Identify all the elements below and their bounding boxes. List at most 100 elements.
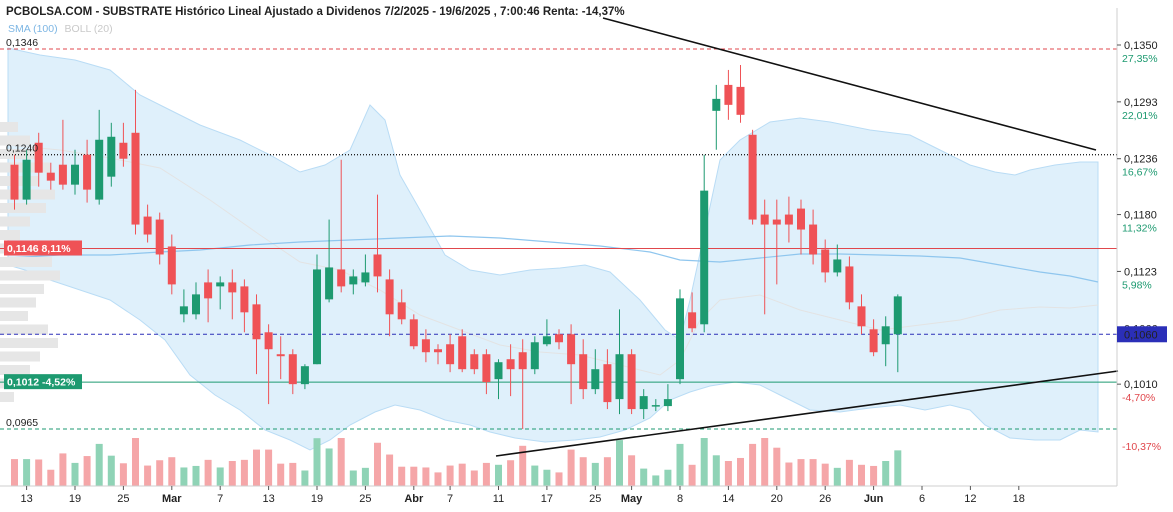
time-tick-label: 8	[677, 493, 683, 505]
candle-body	[797, 208, 805, 230]
candle-body	[373, 254, 382, 277]
volume-bar	[664, 469, 672, 486]
candle-body	[724, 84, 733, 105]
volume-bar	[313, 438, 321, 486]
time-tick-label: 13	[262, 493, 274, 505]
volume-bar	[458, 463, 466, 486]
candle-body	[107, 136, 116, 177]
volume-bar	[386, 454, 394, 486]
volume-profile-bar	[0, 230, 20, 240]
price-tick-label: 0,1010	[1124, 379, 1158, 391]
time-tick-label: 13	[20, 493, 32, 505]
candle-body	[46, 172, 55, 181]
candle-body	[893, 296, 902, 335]
price-tick-label: 0,1123	[1124, 266, 1157, 278]
volume-bar	[168, 457, 176, 486]
candle-body	[833, 259, 842, 273]
volume-bar	[119, 463, 127, 486]
legend-boll: BOLL (20)	[65, 23, 113, 35]
volume-bar	[603, 457, 611, 486]
volume-bar	[434, 472, 442, 486]
level-label: 0,1012 -4,52%	[7, 377, 76, 389]
volume-bar	[277, 463, 285, 486]
volume-bar	[23, 459, 31, 486]
volume-bar	[289, 462, 297, 486]
price-tick-percent: 5,98%	[1122, 279, 1152, 291]
candle-body	[736, 86, 745, 115]
candle-body	[313, 269, 321, 365]
level-label: 0,1346	[6, 37, 38, 49]
volume-bar	[894, 450, 902, 486]
volume-bar	[180, 467, 188, 486]
candle-body	[71, 164, 79, 185]
price-tick-label: 0,1293	[1124, 97, 1158, 109]
candle-body	[167, 246, 176, 285]
volume-bar	[301, 470, 309, 486]
volume-bar	[470, 470, 478, 486]
legend-sma: SMA (100)	[8, 23, 58, 35]
candle-body	[58, 164, 67, 185]
candle-body	[288, 354, 297, 385]
candle-body	[772, 219, 781, 225]
candle-body	[615, 354, 624, 400]
candle-body	[688, 312, 697, 329]
volume-bar	[325, 448, 333, 486]
candle-body	[494, 362, 503, 380]
time-tick-label: Abr	[404, 493, 424, 505]
volume-bar	[204, 459, 212, 486]
support-trendline	[495, 370, 1119, 457]
volume-bar	[858, 464, 865, 486]
candle-body	[700, 190, 709, 325]
volume-bar	[83, 456, 91, 486]
volume-bar	[700, 438, 708, 486]
candle-body	[216, 282, 225, 287]
volume-profile-bar	[0, 284, 44, 294]
candle-body	[397, 302, 406, 320]
candle-body	[482, 354, 491, 383]
volume-profile-bar	[0, 176, 38, 186]
volume-bar	[265, 449, 273, 486]
candle-body	[10, 164, 19, 200]
time-tick-label: 19	[69, 493, 81, 505]
volume-profile-bar	[0, 149, 42, 159]
candle-body	[627, 354, 636, 410]
volume-profile-bar	[0, 324, 48, 335]
volume-bar	[882, 461, 890, 486]
candle-body	[567, 334, 576, 365]
volume-bar	[107, 455, 115, 486]
candlesticks	[10, 64, 902, 430]
candle-body	[784, 214, 793, 225]
time-tick-label: 26	[819, 493, 831, 505]
volume-bar	[761, 438, 769, 486]
volume-bar	[616, 440, 623, 486]
candle-body	[446, 344, 455, 365]
volume-bar	[724, 461, 732, 486]
volume-bar	[59, 453, 67, 486]
candle-body	[530, 342, 539, 370]
time-tick-label: 18	[1013, 493, 1025, 505]
volume-bar	[71, 462, 79, 486]
time-tick-label: 19	[311, 493, 323, 505]
volume-bar	[519, 445, 527, 486]
time-tick-label: 11	[493, 493, 504, 505]
candle-body	[555, 334, 563, 343]
level-label: 0,0965	[6, 417, 38, 429]
candle-body	[821, 249, 830, 273]
volume-bar	[688, 464, 696, 486]
candle-body	[264, 332, 273, 350]
candle-body	[881, 326, 890, 345]
volume-profile-bar	[0, 257, 52, 267]
candle-body	[506, 359, 515, 370]
volume-bar	[640, 468, 648, 486]
candle-body	[676, 298, 684, 380]
volume-bar	[749, 443, 757, 486]
volume-bar	[652, 475, 660, 486]
time-tick-label: 25	[359, 493, 371, 505]
price-levels	[0, 48, 1117, 430]
current-price-tag	[1117, 326, 1167, 343]
volume-profile-bar	[0, 365, 30, 375]
price-tick-label: 0,1236	[1124, 154, 1158, 166]
candle-body	[663, 399, 672, 407]
level-label-box	[4, 240, 82, 256]
